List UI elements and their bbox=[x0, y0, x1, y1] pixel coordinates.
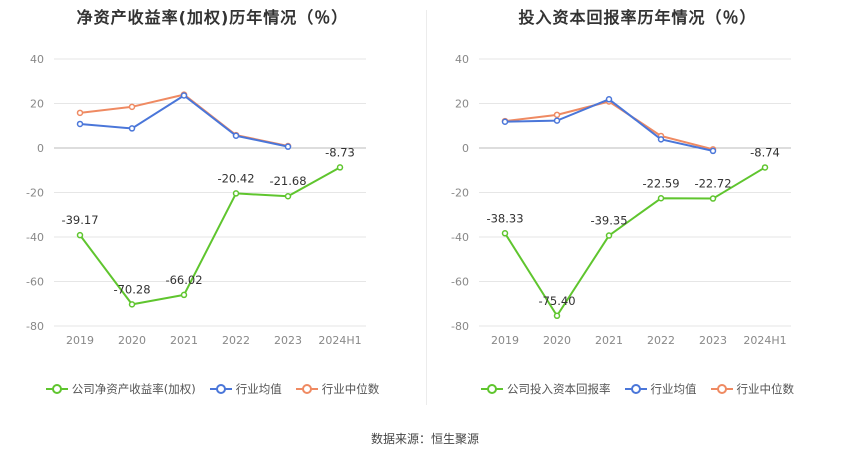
data-point[interactable] bbox=[232, 132, 240, 140]
y-tick-label: -80 bbox=[451, 320, 469, 333]
data-point[interactable] bbox=[76, 109, 84, 117]
legend-label: 行业均值 bbox=[235, 382, 282, 396]
y-tick-label: 20 bbox=[455, 98, 469, 111]
legend-label: 公司投入资本回报率 bbox=[507, 382, 611, 396]
legend-line-icon bbox=[209, 383, 232, 395]
legend-item[interactable]: 行业均值 bbox=[624, 381, 697, 397]
legend-label: 行业中位数 bbox=[736, 382, 795, 396]
data-label: -8.73 bbox=[325, 145, 355, 159]
data-point[interactable] bbox=[128, 103, 136, 111]
data-point[interactable] bbox=[180, 92, 188, 99]
legend-line-icon bbox=[45, 383, 68, 395]
y-tick-label: -40 bbox=[451, 231, 469, 244]
series-line bbox=[504, 100, 714, 151]
x-tick-label: 2019 bbox=[66, 334, 94, 347]
y-tick-label: 40 bbox=[30, 53, 44, 66]
legend-line-icon bbox=[624, 383, 647, 395]
roe-legend: 公司净资产收益率(加权) 行业均值 行业中位数 bbox=[0, 381, 425, 397]
data-point[interactable] bbox=[657, 136, 665, 143]
data-point[interactable] bbox=[180, 291, 188, 299]
legend-item[interactable]: 公司投入资本回报率 bbox=[481, 381, 611, 397]
roe-chart-title: 净资产收益率(加权)历年情况（％） bbox=[76, 8, 349, 27]
y-tick-label: -20 bbox=[451, 187, 469, 200]
legend-item[interactable]: 行业中位数 bbox=[295, 381, 380, 397]
legend-line-icon bbox=[710, 383, 733, 395]
data-point[interactable] bbox=[553, 111, 561, 119]
panel-divider bbox=[426, 10, 427, 405]
x-tick-label: 2019 bbox=[491, 334, 519, 347]
data-point[interactable] bbox=[128, 301, 136, 308]
legend-item[interactable]: 公司净资产收益率(加权) bbox=[45, 381, 196, 397]
data-label: -39.35 bbox=[590, 214, 627, 228]
y-tick-label: -60 bbox=[451, 276, 469, 289]
series-line bbox=[79, 93, 289, 147]
roic-chart: 40 20 0 -20 -40 -60 -80 2019 2020 2021 2022 2023 202… bbox=[451, 53, 791, 347]
x-tick-label: 2020 bbox=[543, 334, 571, 347]
x-tick-label: 2022 bbox=[647, 334, 675, 347]
y-tick-label: -80 bbox=[26, 320, 44, 333]
legend-label: 行业均值 bbox=[650, 382, 697, 396]
y-tick-label: -40 bbox=[26, 231, 44, 244]
data-point[interactable] bbox=[232, 190, 240, 197]
data-point[interactable] bbox=[501, 118, 509, 125]
y-tick-label: -20 bbox=[26, 187, 44, 200]
data-label: -8.74 bbox=[750, 145, 780, 159]
x-tick-label: 2021 bbox=[595, 334, 623, 347]
data-point[interactable] bbox=[657, 195, 665, 202]
data-point[interactable] bbox=[709, 195, 717, 202]
x-tick-label: 2021 bbox=[170, 334, 198, 347]
data-point[interactable] bbox=[76, 120, 84, 128]
data-point[interactable] bbox=[605, 96, 613, 103]
legend-line-icon bbox=[481, 383, 503, 395]
roe-chart-panel: 净资产收益率(加权)历年情况（％） 40 20 0 -20 -40 -60 -80 2019 2… bbox=[0, 0, 425, 420]
data-label: -39.17 bbox=[61, 213, 98, 227]
y-tick-label: -60 bbox=[26, 276, 44, 289]
data-label: -22.59 bbox=[642, 176, 679, 190]
data-label: -75.40 bbox=[538, 294, 575, 308]
data-point[interactable] bbox=[553, 117, 561, 124]
x-tick-label: 2020 bbox=[118, 334, 146, 347]
legend-label: 公司净资产收益率(加权) bbox=[71, 382, 196, 396]
data-point[interactable] bbox=[76, 231, 84, 239]
data-label: -20.42 bbox=[217, 171, 254, 185]
legend-label: 行业中位数 bbox=[321, 382, 380, 396]
data-label: -21.68 bbox=[269, 174, 306, 188]
x-tick-label: 2024H1 bbox=[743, 334, 786, 347]
y-tick-label: 20 bbox=[30, 98, 44, 111]
x-tick-label: 2023 bbox=[699, 334, 727, 347]
y-tick-label: 0 bbox=[462, 142, 469, 155]
series-line bbox=[504, 98, 714, 152]
roe-chart: 40 20 0 -20 -40 -60 -80 2019 2020 2021 2022 2023 202… bbox=[26, 53, 366, 347]
data-point[interactable] bbox=[128, 125, 136, 132]
y-tick-label: 40 bbox=[455, 53, 469, 66]
data-point[interactable] bbox=[284, 143, 292, 150]
data-label: -66.02 bbox=[165, 273, 202, 287]
legend-item[interactable]: 行业中位数 bbox=[710, 381, 795, 397]
roic-legend: 公司投入资本回报率 行业均值 行业中位数 bbox=[425, 381, 850, 397]
data-label: -38.33 bbox=[486, 211, 523, 225]
data-point[interactable] bbox=[284, 192, 292, 200]
y-tick-label: 0 bbox=[37, 142, 44, 155]
roic-chart-panel: 投入资本回报率历年情况（％） 40 20 0 -20 -40 -60 -80 2019 2020… bbox=[425, 0, 850, 420]
data-label: -70.28 bbox=[113, 282, 150, 296]
data-point[interactable] bbox=[336, 164, 344, 171]
data-point[interactable] bbox=[605, 232, 613, 239]
data-source: 数据来源：恒生聚源 bbox=[370, 432, 479, 446]
series-line bbox=[79, 166, 341, 306]
x-tick-label: 2024H1 bbox=[318, 334, 361, 347]
legend-item[interactable]: 行业均值 bbox=[209, 381, 282, 397]
x-tick-label: 2023 bbox=[274, 334, 302, 347]
legend-line-icon bbox=[295, 383, 318, 395]
data-point[interactable] bbox=[761, 164, 769, 171]
series-line bbox=[504, 166, 766, 317]
data-point[interactable] bbox=[553, 312, 561, 320]
roic-chart-title: 投入资本回报率历年情况（％） bbox=[518, 8, 757, 27]
data-point[interactable] bbox=[501, 230, 509, 237]
data-label: -22.72 bbox=[694, 177, 731, 191]
data-point[interactable] bbox=[709, 147, 717, 155]
x-tick-label: 2022 bbox=[222, 334, 250, 347]
